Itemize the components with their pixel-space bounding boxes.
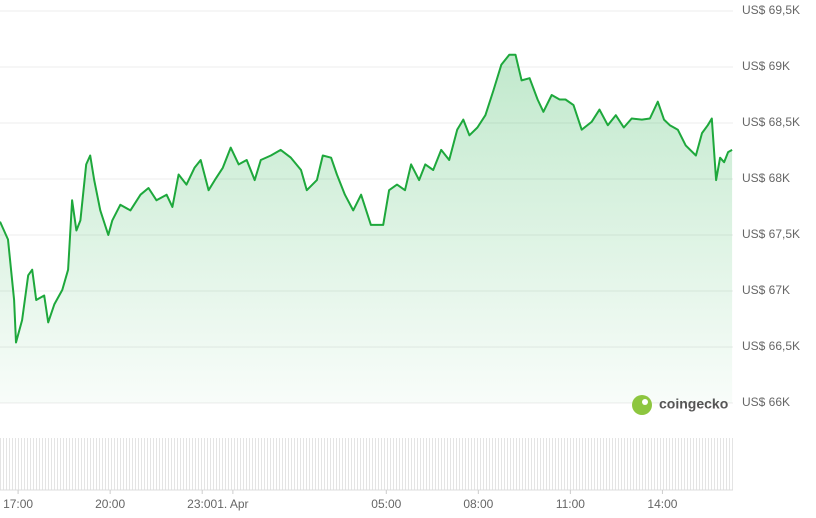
area-fill	[0, 54, 733, 403]
y-tick-label: US$ 66,5K	[742, 339, 800, 353]
x-tick-label: 14:00	[647, 497, 677, 511]
watermark: coingecko	[632, 395, 728, 415]
x-tick-label: 11:00	[556, 497, 585, 511]
x-tick-label: 08:00	[463, 497, 493, 511]
x-tick-label: 1. Apr	[217, 497, 248, 511]
x-tick-label: 05:00	[371, 497, 401, 511]
x-tick-label: 20:00	[95, 497, 125, 511]
y-tick-label: US$ 67,5K	[742, 227, 800, 241]
volume-bars	[0, 438, 733, 490]
y-tick-label: US$ 67K	[742, 283, 790, 297]
y-tick-label: US$ 68,5K	[742, 115, 800, 129]
y-tick-label: US$ 69K	[742, 59, 790, 73]
price-line	[0, 53, 733, 344]
y-tick-label: US$ 66K	[742, 395, 790, 409]
x-tick-label: 23:00	[187, 497, 217, 511]
watermark-text: coingecko	[659, 396, 728, 412]
x-tick-label: 17:00	[3, 497, 33, 511]
y-tick-label: US$ 68K	[742, 171, 790, 185]
y-tick-label: US$ 69,5K	[742, 3, 800, 17]
